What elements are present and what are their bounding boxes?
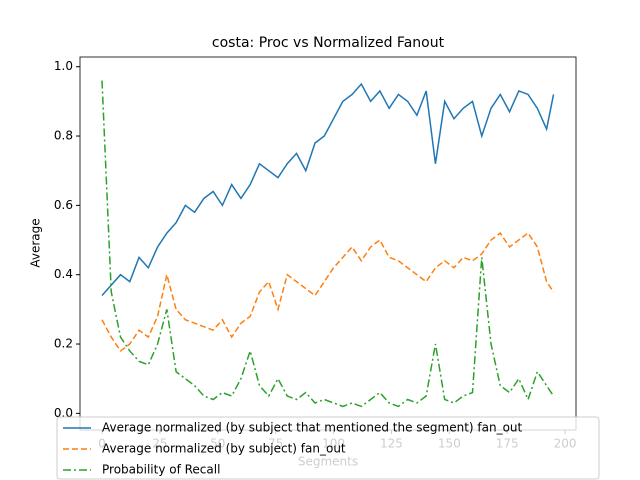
y-tick-label: 0.4 xyxy=(54,267,73,281)
y-tick-label: 0.6 xyxy=(54,198,73,212)
y-axis-label: Average xyxy=(29,218,43,267)
legend-box xyxy=(56,416,600,480)
series-line xyxy=(101,82,555,296)
y-tick-label: 0.0 xyxy=(54,406,73,420)
legend-label: Average normalized (by subject that ment… xyxy=(102,421,523,435)
y-tick-label: 0.2 xyxy=(54,337,73,351)
series-line xyxy=(101,80,555,408)
plot-frame xyxy=(79,56,577,431)
legend-label: Average normalized (by subject) fan_out xyxy=(102,442,346,456)
y-tick-label: 0.8 xyxy=(54,129,73,143)
legend-label: Probability of Recall xyxy=(102,463,220,477)
series-line xyxy=(101,232,555,353)
chart-title: costa: Proc vs Normalized Fanout xyxy=(212,35,445,51)
y-tick-label: 1.0 xyxy=(54,59,73,73)
